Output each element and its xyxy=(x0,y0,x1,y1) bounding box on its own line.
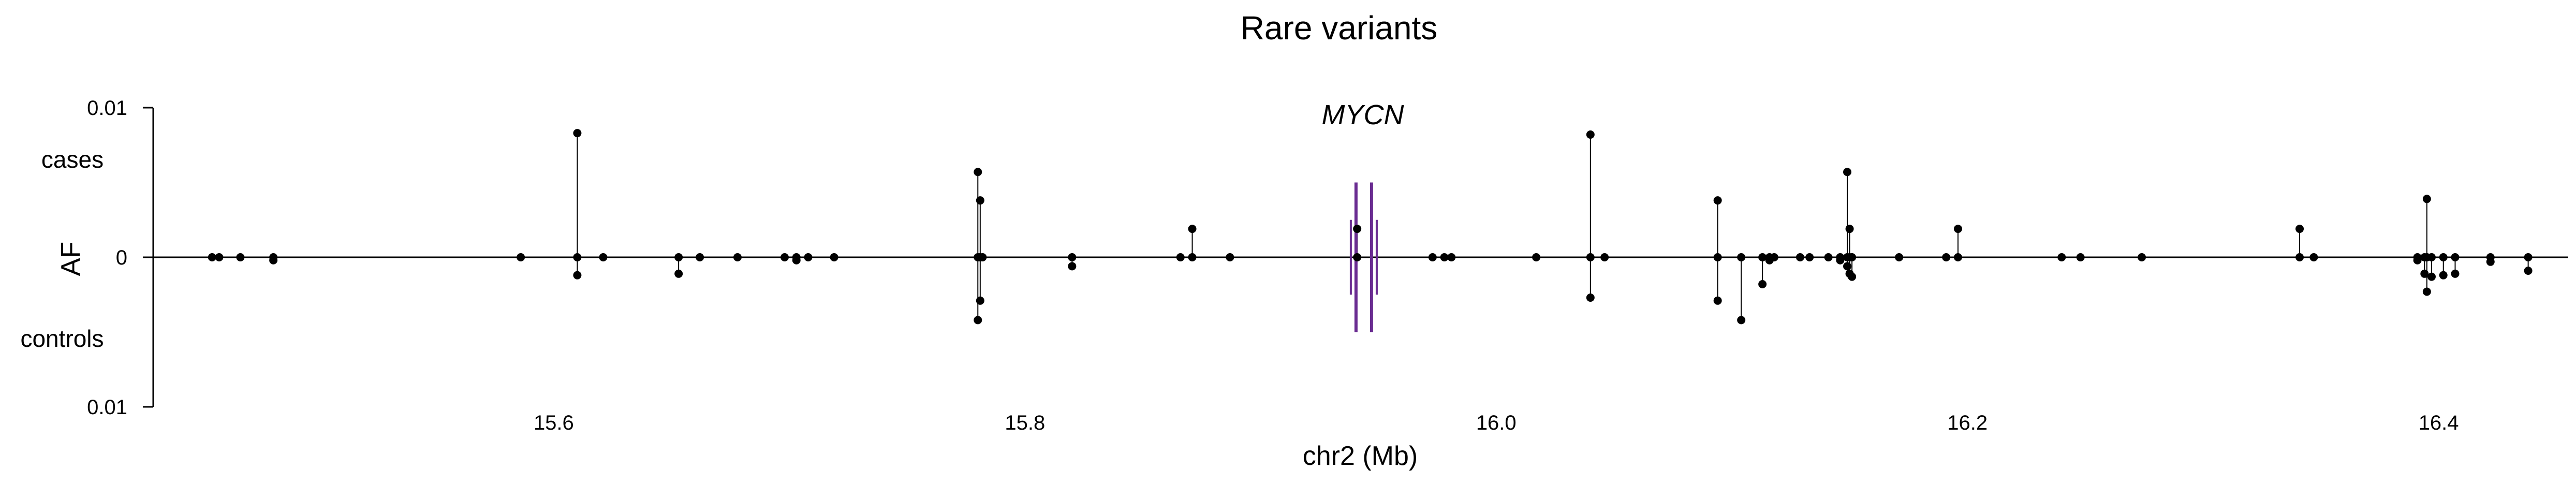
control-point-52 xyxy=(2439,271,2448,280)
control-point-14 xyxy=(974,316,982,325)
variant-point-18 xyxy=(1176,253,1185,261)
control-point-5 xyxy=(573,271,582,280)
y-axis: 0.01 0 0.01 xyxy=(87,97,154,419)
case-point-15 xyxy=(976,196,984,205)
y-tick-label-0: 0.01 xyxy=(87,97,127,120)
variant-point-53 xyxy=(2451,253,2460,261)
variant-point-51 xyxy=(2427,253,2436,261)
variant-point-26 xyxy=(1586,253,1595,261)
variant-point-28 xyxy=(1713,253,1722,261)
case-point-26 xyxy=(1586,130,1595,139)
y-tick-label-1: 0 xyxy=(116,246,127,269)
control-point-30 xyxy=(1758,280,1767,289)
variant-point-8 xyxy=(696,253,704,261)
variant-point-7 xyxy=(674,253,683,261)
x-tick-label-2: 16.0 xyxy=(1476,412,1517,434)
x-tick-label-0: 15.6 xyxy=(534,412,574,434)
variant-point-42 xyxy=(1953,253,1962,261)
control-point-7 xyxy=(674,269,683,278)
gene-label: MYCN xyxy=(1322,99,1405,130)
variant-point-52 xyxy=(2439,253,2448,261)
case-point-19 xyxy=(1188,225,1197,233)
variant-point-39 xyxy=(1848,253,1857,261)
case-point-21 xyxy=(1353,225,1362,233)
variant-point-32 xyxy=(1770,253,1778,261)
variant-point-25 xyxy=(1532,253,1541,261)
x-tick-label-1: 15.8 xyxy=(1005,412,1045,434)
control-point-28 xyxy=(1713,296,1722,305)
variant-point-6 xyxy=(599,253,608,261)
variant-point-0 xyxy=(208,253,216,261)
variant-point-4 xyxy=(517,253,525,261)
variant-point-13 xyxy=(830,253,838,261)
variant-point-17 xyxy=(1068,253,1077,261)
variant-point-43 xyxy=(2057,253,2066,261)
y-tick-label-2: 0.01 xyxy=(87,396,127,419)
control-point-48 xyxy=(2413,256,2422,265)
variant-point-33 xyxy=(1795,253,1804,261)
variant-point-24 xyxy=(1447,253,1456,261)
control-point-39 xyxy=(1848,272,1857,281)
control-point-49 xyxy=(2420,269,2429,278)
control-point-17 xyxy=(1068,262,1077,271)
variant-points xyxy=(208,129,2533,325)
x-axis-label: chr2 (Mb) xyxy=(1303,441,1418,471)
variant-point-23 xyxy=(1440,253,1449,261)
variant-point-30 xyxy=(1758,253,1767,261)
variant-point-47 xyxy=(2309,253,2318,261)
control-point-50 xyxy=(2422,287,2431,296)
variant-point-27 xyxy=(1600,253,1609,261)
case-point-42 xyxy=(1953,225,1962,233)
control-point-15 xyxy=(976,296,984,305)
control-point-54 xyxy=(2486,257,2495,266)
control-point-55 xyxy=(2524,267,2533,275)
variant-point-46 xyxy=(2295,253,2304,261)
variant-point-9 xyxy=(733,253,742,261)
variant-point-19 xyxy=(1188,253,1197,261)
control-point-51 xyxy=(2427,272,2436,281)
variant-point-44 xyxy=(2076,253,2085,261)
control-point-3 xyxy=(269,256,278,265)
control-point-53 xyxy=(2451,269,2460,278)
variant-point-12 xyxy=(804,253,813,261)
variant-stems xyxy=(273,133,2529,320)
case-point-14 xyxy=(974,168,982,177)
case-point-37 xyxy=(1843,168,1852,177)
control-point-36 xyxy=(1836,256,1845,265)
variant-point-35 xyxy=(1824,253,1833,261)
chart-title: Rare variants xyxy=(1241,9,1438,47)
control-point-37 xyxy=(1843,262,1852,271)
variant-point-10 xyxy=(780,253,789,261)
control-point-29 xyxy=(1737,316,1746,325)
variant-point-41 xyxy=(1942,253,1951,261)
control-point-11 xyxy=(792,256,801,265)
case-point-50 xyxy=(2422,195,2431,203)
variant-point-55 xyxy=(2524,253,2533,261)
variant-point-22 xyxy=(1428,253,1437,261)
variant-point-5 xyxy=(573,253,582,261)
variant-point-1 xyxy=(215,253,224,261)
cases-label: cases xyxy=(41,146,104,173)
variant-point-2 xyxy=(236,253,245,261)
control-point-26 xyxy=(1586,294,1595,302)
variant-point-20 xyxy=(1226,253,1234,261)
case-point-38 xyxy=(1845,225,1854,233)
case-point-5 xyxy=(573,129,582,138)
y-axis-label: AF xyxy=(56,242,86,276)
variant-point-40 xyxy=(1895,253,1904,261)
variant-point-34 xyxy=(1805,253,1814,261)
case-point-46 xyxy=(2295,225,2304,233)
x-tick-label-4: 16.4 xyxy=(2419,412,2459,434)
controls-label: controls xyxy=(20,325,104,352)
variant-point-16 xyxy=(978,253,987,261)
case-point-28 xyxy=(1713,196,1722,205)
variant-point-45 xyxy=(2138,253,2146,261)
x-tick-label-3: 16.2 xyxy=(1947,412,1988,434)
variant-point-29 xyxy=(1737,253,1746,261)
variant-point-21 xyxy=(1353,253,1362,261)
x-axis-ticks: 15.6 15.8 16.0 16.2 16.4 xyxy=(534,412,2459,434)
